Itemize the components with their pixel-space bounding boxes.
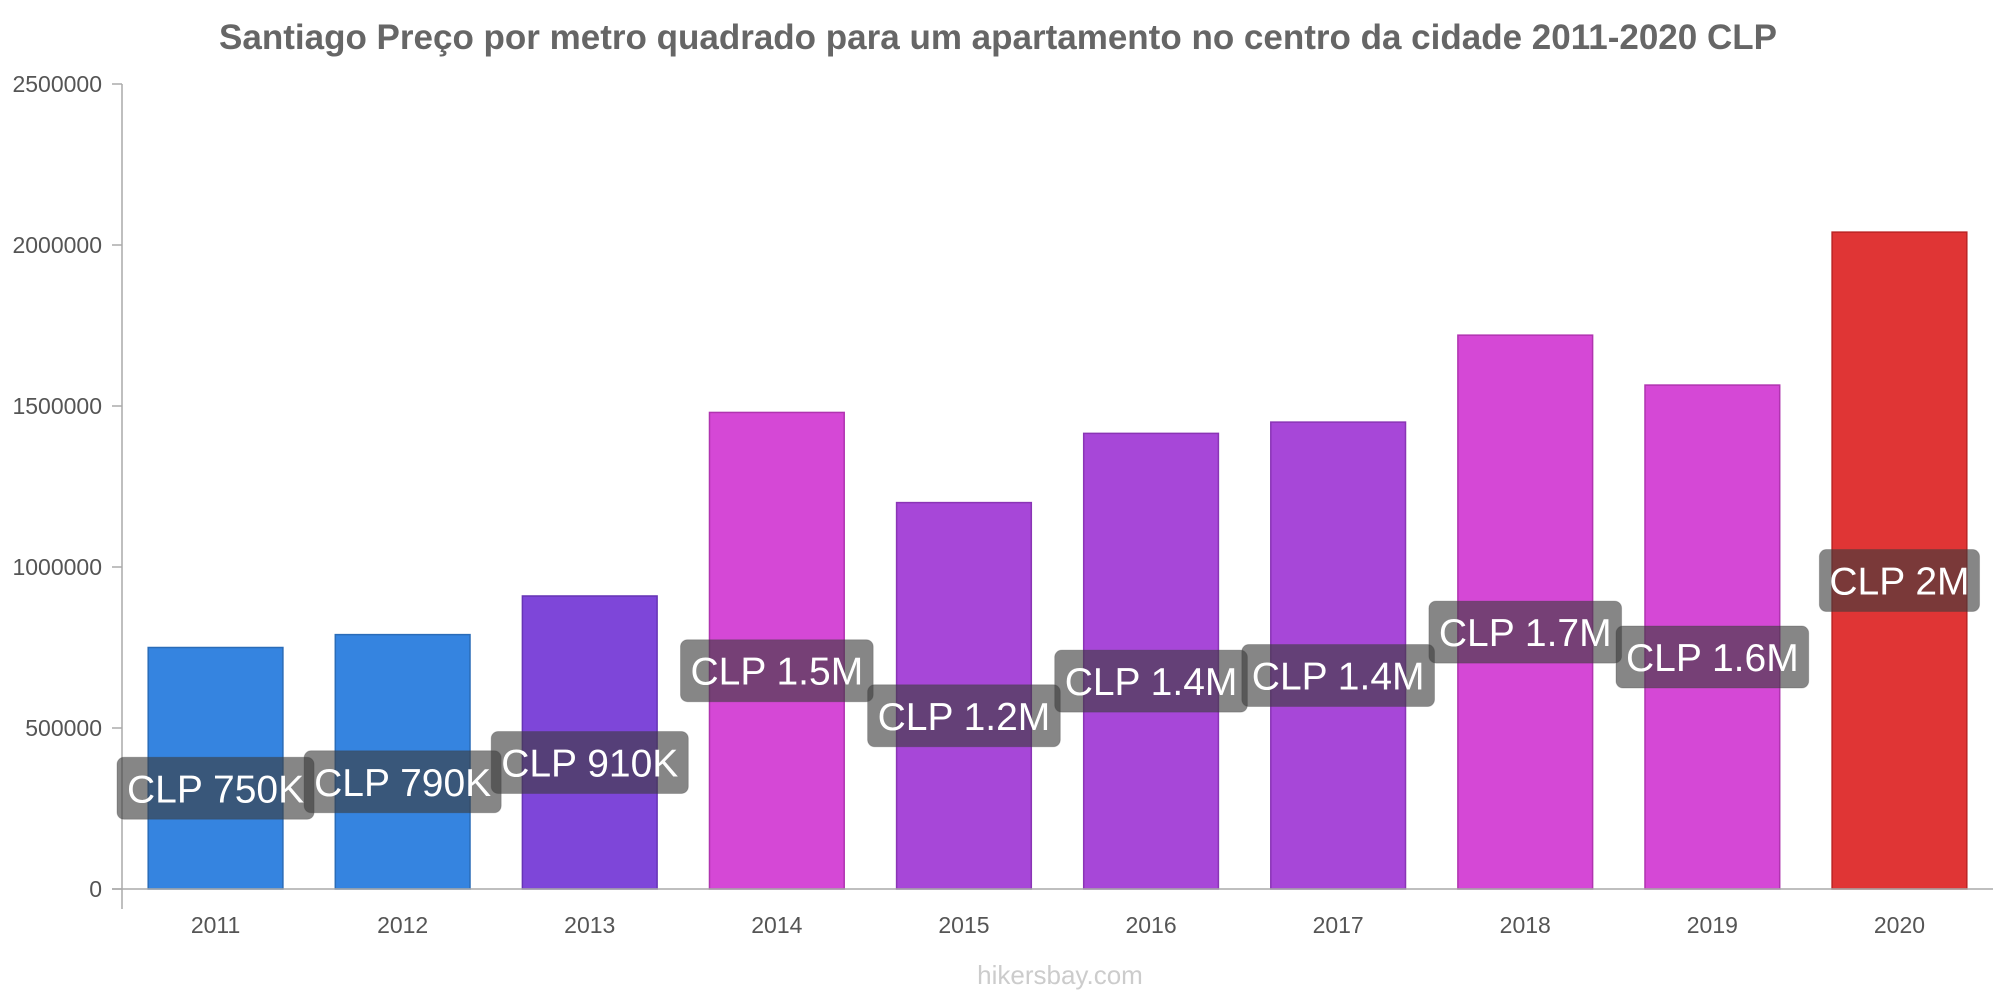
data-label-2015: CLP 1.2M	[867, 684, 1061, 748]
y-tick-label: 500000	[25, 715, 102, 741]
data-label-2012: CLP 790K	[303, 750, 502, 814]
watermark: hikersbay.com	[977, 960, 1143, 990]
y-tick-label: 1500000	[12, 393, 102, 419]
y-tick-label: 1000000	[12, 554, 102, 580]
data-label-2020: CLP 2M	[1818, 549, 1981, 613]
x-tick-label: 2017	[1313, 912, 1364, 938]
data-label-2019: CLP 1.6M	[1615, 625, 1810, 689]
data-label-text: CLP 1.5M	[690, 651, 863, 694]
y-axis: 0 500000 1000000 1500000 2000000 2500000	[12, 71, 123, 909]
data-label-box	[1818, 549, 1981, 613]
data-label-2018: CLP 1.7M	[1428, 600, 1623, 664]
data-label-text: CLP 2M	[1829, 561, 1969, 604]
data-label-2011: CLP 750K	[116, 756, 315, 820]
x-tick-label: 2020	[1874, 912, 1925, 938]
x-tick-label: 2012	[377, 912, 428, 938]
data-label-2017: CLP 1.4M	[1241, 644, 1436, 708]
data-label-box	[490, 730, 689, 794]
data-label-text: CLP 1.4M	[1252, 656, 1425, 699]
data-label-2014: CLP 1.5M	[679, 639, 874, 703]
x-tick-label: 2016	[1125, 912, 1176, 938]
x-axis: 2011 2012 2013 2014 2015 2016 2017 2018 2019 2020	[112, 888, 1993, 938]
data-label-text: CLP 1.2M	[878, 696, 1051, 739]
data-label-text: CLP 750K	[127, 768, 304, 811]
x-tick-label: 2014	[751, 912, 802, 938]
data-label-text: CLP 1.6M	[1626, 637, 1799, 680]
data-label-box	[679, 639, 874, 703]
y-tick-label: 2000000	[12, 232, 102, 258]
data-label-box	[1241, 644, 1436, 708]
y-tick-label: 2500000	[12, 71, 102, 97]
x-tick-label: 2013	[564, 912, 615, 938]
x-tick-label: 2018	[1500, 912, 1551, 938]
data-label-text: CLP 910K	[501, 742, 678, 785]
x-tick-label: 2019	[1687, 912, 1738, 938]
data-label-2013: CLP 910K	[490, 730, 689, 794]
data-label-text: CLP 790K	[314, 762, 491, 805]
data-label-text: CLP 1.7M	[1439, 612, 1612, 655]
data-label-text: CLP 1.4M	[1065, 661, 1238, 704]
data-label-box	[1615, 625, 1810, 689]
data-label-2016: CLP 1.4M	[1054, 649, 1248, 713]
chart-title: Santiago Preço por metro quadrado para u…	[219, 18, 1777, 57]
y-tick-label: 0	[89, 876, 102, 902]
x-tick-label: 2015	[938, 912, 989, 938]
data-label-box	[867, 684, 1061, 748]
data-labels: CLP 750K CLP 790K CLP 910K CLP 1.5M CLP 1.2M…	[116, 549, 1981, 820]
x-tick-label: 2011	[191, 912, 240, 938]
